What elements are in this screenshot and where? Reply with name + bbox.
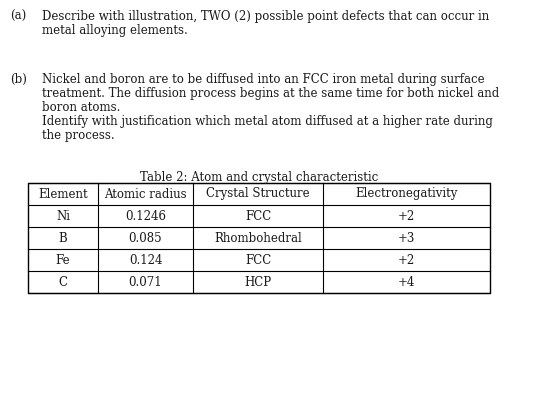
Text: metal alloying elements.: metal alloying elements.	[42, 24, 188, 37]
Text: the process.: the process.	[42, 129, 114, 142]
Text: Ni: Ni	[56, 209, 70, 222]
Text: 0.071: 0.071	[128, 275, 162, 288]
Text: Describe with illustration, TWO (2) possible point defects that can occur in: Describe with illustration, TWO (2) poss…	[42, 10, 489, 23]
Text: Atomic radius: Atomic radius	[104, 187, 187, 200]
Text: Identify with justification which metal atom diffused at a higher rate during: Identify with justification which metal …	[42, 115, 493, 128]
Text: Rhombohedral: Rhombohedral	[214, 231, 302, 244]
Text: Nickel and boron are to be diffused into an FCC iron metal during surface: Nickel and boron are to be diffused into…	[42, 73, 485, 86]
Text: +2: +2	[398, 253, 415, 266]
Text: boron atoms.: boron atoms.	[42, 101, 120, 114]
Text: Electronegativity: Electronegativity	[356, 187, 457, 200]
Text: FCC: FCC	[245, 253, 271, 266]
Text: Table 2: Atom and crystal characteristic: Table 2: Atom and crystal characteristic	[140, 171, 378, 184]
Text: HCP: HCP	[244, 275, 272, 288]
Text: (b): (b)	[10, 73, 27, 86]
Text: +2: +2	[398, 209, 415, 222]
Text: Crystal Structure: Crystal Structure	[206, 187, 310, 200]
Text: Fe: Fe	[56, 253, 70, 266]
Text: C: C	[59, 275, 68, 288]
Text: 0.124: 0.124	[129, 253, 162, 266]
Text: +3: +3	[398, 231, 415, 244]
Text: B: B	[59, 231, 67, 244]
Text: (a): (a)	[10, 10, 26, 23]
Text: 0.085: 0.085	[128, 231, 162, 244]
Text: +4: +4	[398, 275, 415, 288]
Text: treatment. The diffusion process begins at the same time for both nickel and: treatment. The diffusion process begins …	[42, 87, 499, 100]
Text: 0.1246: 0.1246	[125, 209, 166, 222]
Bar	[28, 183, 490, 293]
Text: FCC: FCC	[245, 209, 271, 222]
Text: Element: Element	[38, 187, 88, 200]
